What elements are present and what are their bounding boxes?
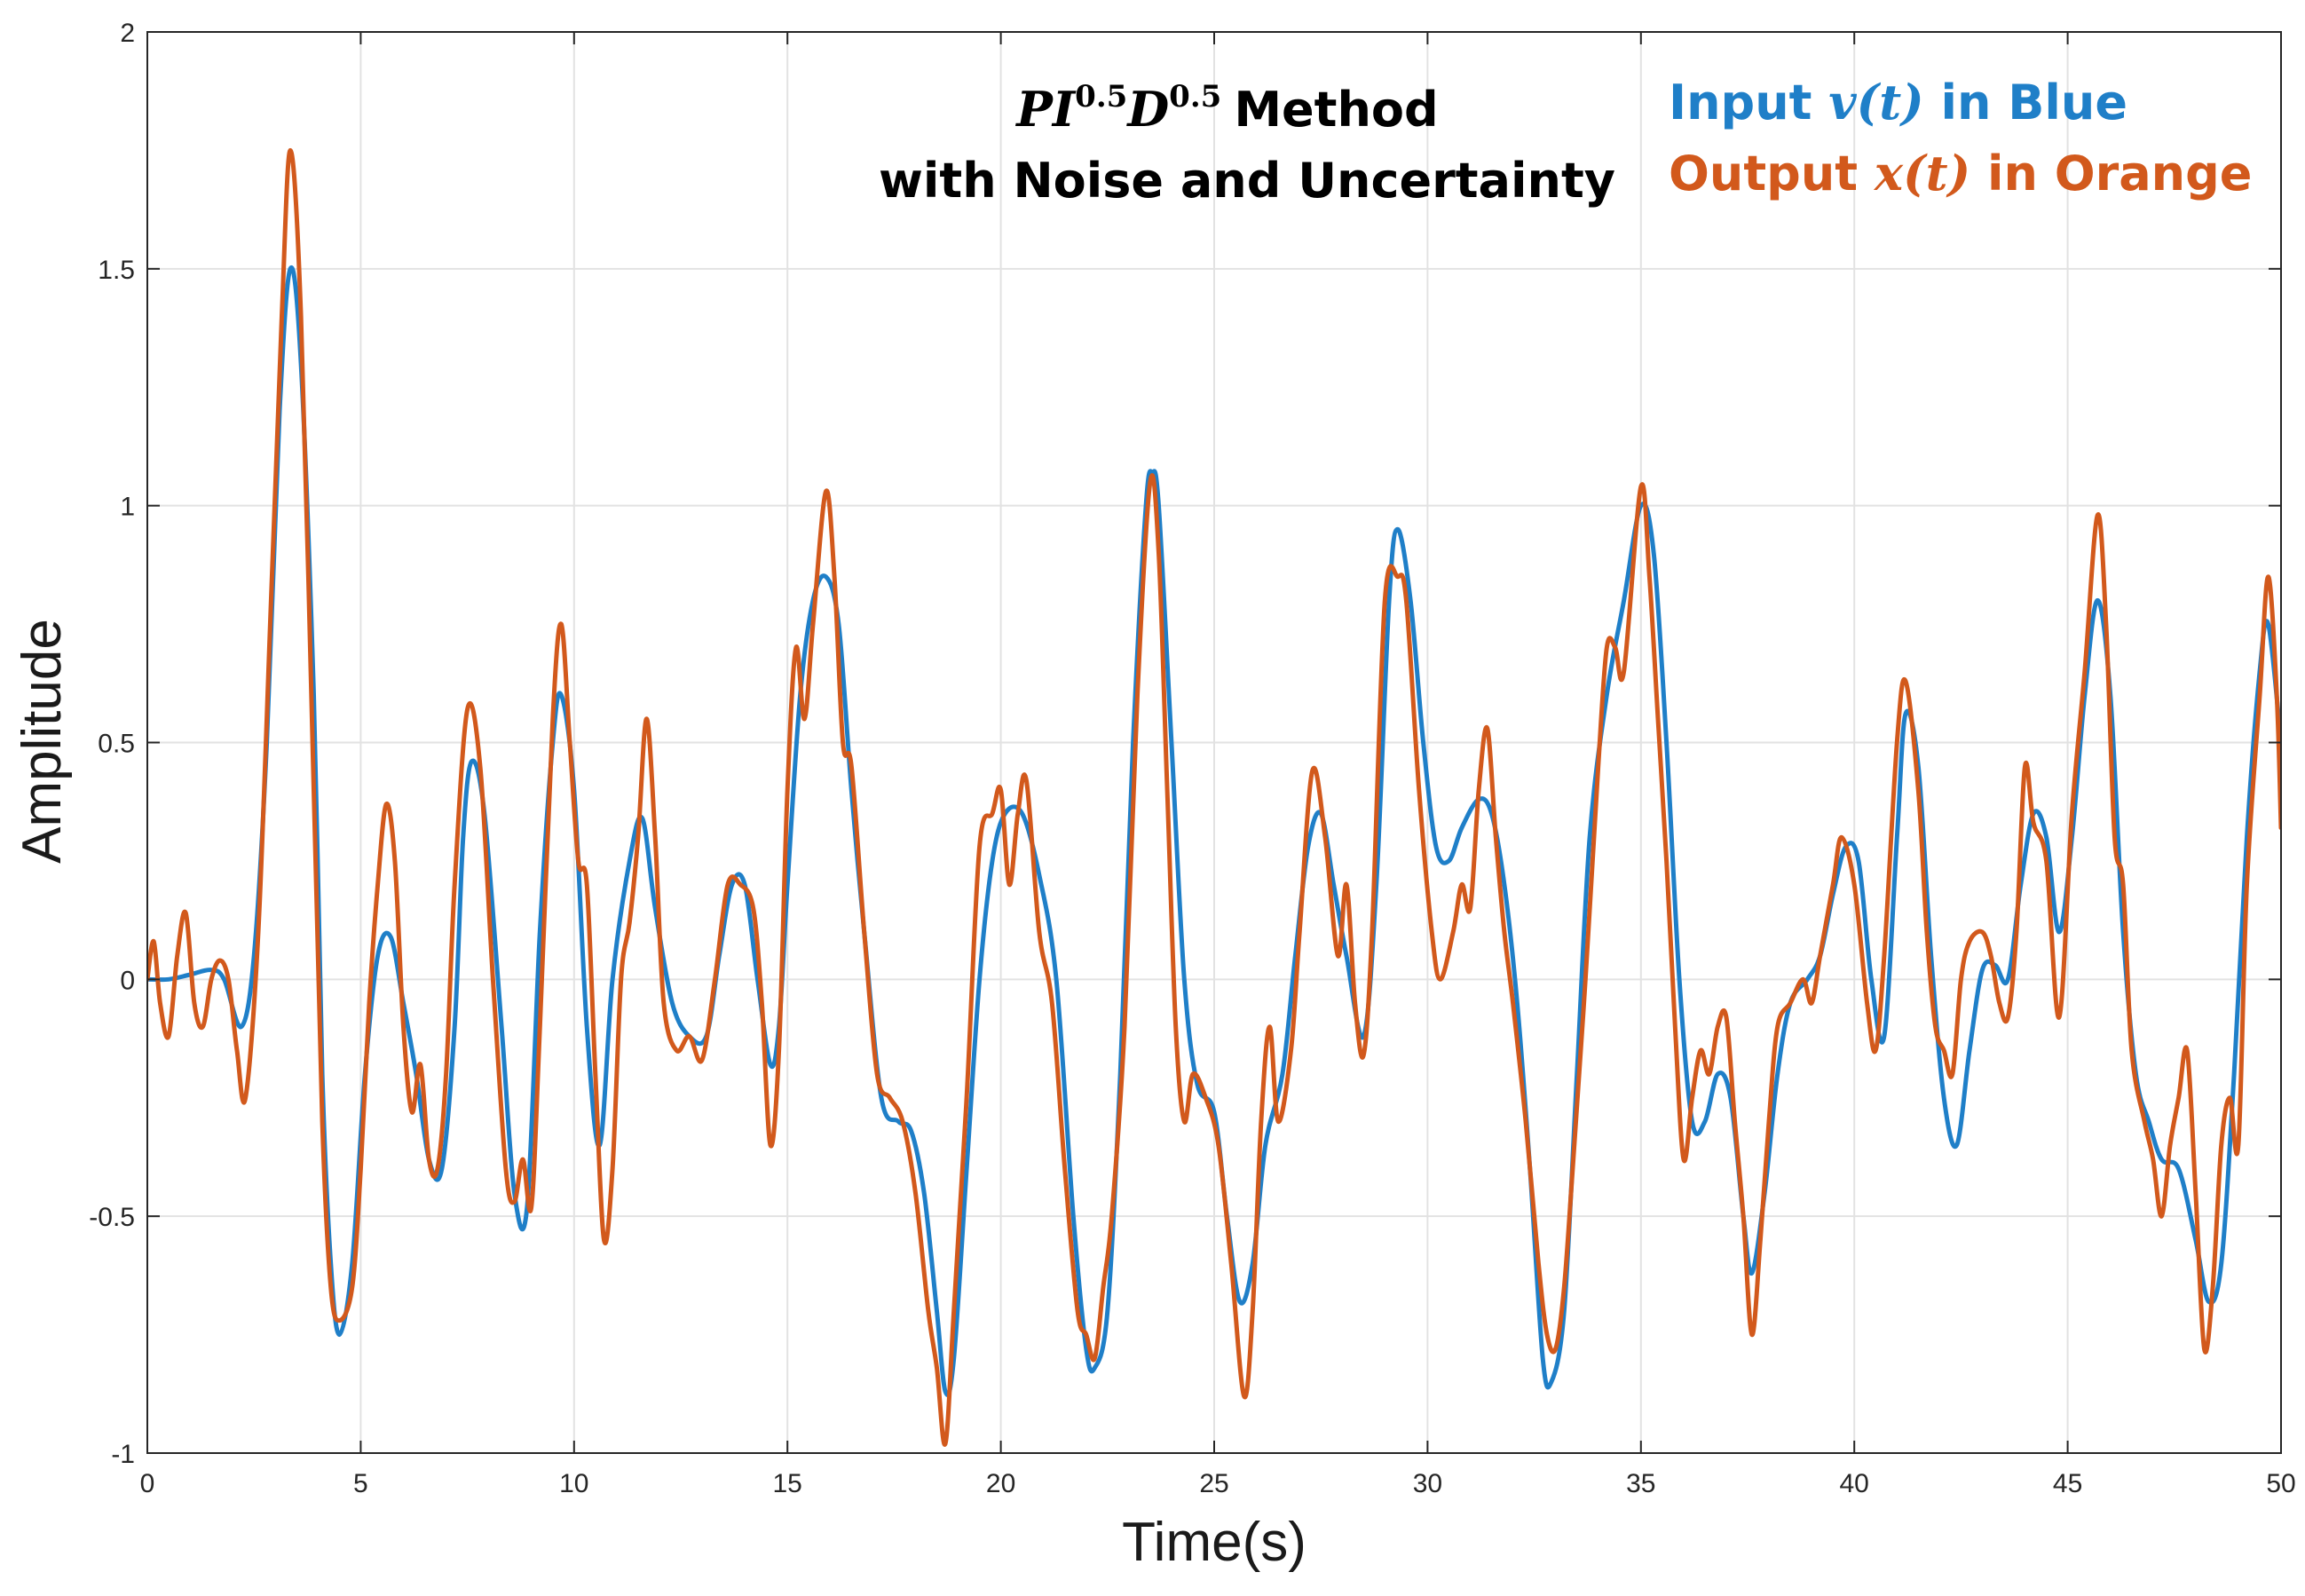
legend-output-suffix: in Orange: [1987, 146, 2252, 201]
legend-input-suffix: in Blue: [1941, 75, 2128, 130]
x-tick-label: 15: [773, 1469, 802, 1498]
y-tick-label: 2: [120, 19, 135, 48]
legend-input-prefix: Input: [1669, 75, 1812, 130]
title-method-word: Method: [1234, 82, 1438, 138]
legend-output-symbol: x(t): [1874, 145, 1970, 201]
title-line-1: PI0.5D0.5 Method: [1014, 79, 1438, 138]
legend-output-prefix: Output: [1669, 146, 1858, 201]
title-exp-2: 0.5: [1169, 79, 1221, 115]
title-exp-1: 0.5: [1075, 79, 1127, 115]
y-axis-label: Amplitude: [12, 619, 73, 864]
x-axis-label: Time(s): [1122, 1512, 1306, 1573]
title-line-2: with Noise and Uncertainty: [879, 153, 1615, 209]
series-output-line: [147, 147, 2281, 1447]
y-tick-label: 0: [120, 966, 135, 995]
y-tick-label: -0.5: [89, 1203, 135, 1232]
x-tick-label: 25: [1199, 1469, 1228, 1498]
legend-output: Output x(t) in Orange: [1669, 145, 2252, 201]
x-tick-label: 50: [2266, 1469, 2295, 1498]
x-tick-label: 35: [1626, 1469, 1655, 1498]
x-tick-label: 0: [140, 1469, 155, 1498]
axis-ticks: 0 5 10 15 20 25 30 35 40 45 50 -1 -0.5 0 0.5 1 1.5 2: [89, 19, 2295, 1498]
chart-title: PI0.5D0.5 Method with Noise and Uncertain…: [879, 79, 1615, 209]
y-tick-label: 1: [120, 493, 135, 522]
y-tick-label: 0.5: [98, 730, 135, 759]
y-tick-label: 1.5: [98, 256, 135, 285]
x-tick-label: 5: [353, 1469, 368, 1498]
title-symbol-pi: PI: [1014, 81, 1077, 138]
legend: Input v(t) in Blue Output x(t) in Orange: [1669, 74, 2252, 201]
x-tick-label: 20: [986, 1469, 1015, 1498]
series-layer: [147, 147, 2281, 1447]
x-tick-label: 40: [1840, 1469, 1869, 1498]
x-tick-label: 45: [2053, 1469, 2082, 1498]
legend-input-symbol: v(t): [1828, 74, 1923, 130]
legend-input: Input v(t) in Blue: [1669, 74, 2127, 130]
x-tick-label: 10: [559, 1469, 588, 1498]
x-tick-label: 30: [1413, 1469, 1442, 1498]
y-tick-label: -1: [111, 1440, 135, 1469]
title-symbol-d: D: [1125, 81, 1169, 138]
